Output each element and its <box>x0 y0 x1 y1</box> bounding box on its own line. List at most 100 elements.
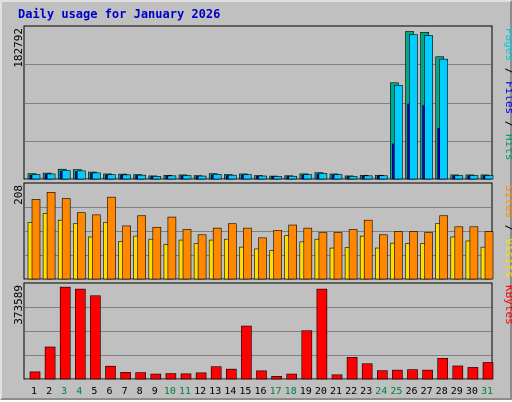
kbytes-bar <box>407 369 418 380</box>
day-label: 25 <box>390 386 402 397</box>
sites-bar <box>363 219 373 280</box>
legend-entry: Pages <box>503 28 512 61</box>
day-label: 18 <box>285 386 297 397</box>
kbytes-bar <box>120 372 131 380</box>
pages-bar <box>77 170 86 180</box>
sites-bar <box>212 227 222 280</box>
pages-bar <box>303 174 313 180</box>
kbytes-bar <box>271 375 282 380</box>
kbytes-bar <box>241 325 252 380</box>
sites-bar <box>318 232 328 280</box>
kbytes-bar <box>286 373 298 380</box>
kbytes-bar <box>90 295 101 380</box>
day-label: 4 <box>76 386 82 397</box>
sites-bar <box>167 216 177 280</box>
kbytes-bar <box>59 286 71 380</box>
day-label: 28 <box>436 386 448 397</box>
kbytes-bar <box>256 370 267 380</box>
kbytes-bar <box>482 362 494 380</box>
day-label: 31 <box>481 386 493 397</box>
kbytes-bar <box>180 373 192 380</box>
day-label: 9 <box>152 386 158 397</box>
sites-bar <box>303 227 313 280</box>
legend-entry: KBytes <box>503 285 512 325</box>
sites-bar <box>122 225 131 280</box>
pages-bar <box>197 175 207 180</box>
pages-bar <box>439 58 449 180</box>
sites-bar <box>409 231 418 280</box>
kbytes-bar <box>301 330 313 380</box>
visits-legend: Sites / Visits <box>503 185 512 278</box>
panel-kbytes: 373589 KBytes <box>12 282 512 380</box>
sites-bar <box>46 192 56 280</box>
pages-bar <box>318 173 328 180</box>
legend-entry: / <box>503 61 512 81</box>
kbytes-bar <box>165 373 177 380</box>
pages-bar <box>484 175 494 180</box>
day-label: 19 <box>300 386 312 397</box>
day-label: 16 <box>254 386 266 397</box>
sites-bar <box>107 196 116 280</box>
kbytes-max-label: 373589 <box>12 285 25 325</box>
day-label: 12 <box>194 386 206 397</box>
pages-bar <box>122 174 131 180</box>
kbytes-bar <box>452 365 464 380</box>
pages-bar <box>152 176 162 180</box>
kbytes-bar <box>392 369 403 380</box>
sites-bar <box>77 212 86 280</box>
kbytes-bar <box>316 288 328 380</box>
day-label: 17 <box>270 386 282 397</box>
pages-bar <box>92 172 101 180</box>
kbytes-bar <box>376 370 388 380</box>
day-label: 10 <box>164 386 176 397</box>
sites-bar <box>31 199 41 280</box>
kbytes-bar <box>361 363 373 380</box>
kbytes-bar <box>210 366 222 380</box>
day-label: 23 <box>360 386 372 397</box>
pages-bar <box>469 175 479 180</box>
day-label: 26 <box>405 386 417 397</box>
legend-entry: Hits <box>503 134 512 161</box>
legend-entry: / <box>503 114 512 134</box>
day-label: 14 <box>224 386 236 397</box>
sites-bar <box>469 226 479 280</box>
kbytes-bar <box>226 368 237 380</box>
sites-bar <box>333 232 343 280</box>
sites-bar <box>424 232 433 280</box>
pages-bar <box>409 34 418 180</box>
pages-bar <box>333 174 343 180</box>
day-label: 1 <box>31 386 37 397</box>
day-label: 6 <box>106 386 112 397</box>
day-label: 13 <box>209 386 221 397</box>
legend-entry: / <box>503 218 512 238</box>
kbytes-legend: KBytes <box>503 285 512 325</box>
pages-bar <box>182 175 192 180</box>
panel-hits: 182792 Pages / Files / Hits <box>12 25 512 180</box>
kbytes-bar <box>75 288 86 380</box>
day-label: 2 <box>46 386 52 397</box>
day-label: 30 <box>466 386 478 397</box>
panel-visits: 208 Sites / Visits <box>12 182 512 280</box>
pages-bar <box>424 35 433 180</box>
day-label: 11 <box>179 386 191 397</box>
kbytes-bar <box>437 358 449 380</box>
sites-bar <box>92 214 101 280</box>
kbytes-bar <box>135 372 146 380</box>
visits-max-label: 208 <box>12 185 25 205</box>
sites-bar <box>273 230 282 280</box>
sites-bar <box>243 227 252 280</box>
sites-bar <box>152 226 162 280</box>
sites-bar <box>348 229 358 280</box>
pages-bar <box>228 174 237 180</box>
kbytes-bar <box>467 367 479 380</box>
pages-bar <box>288 175 298 180</box>
pages-bar <box>378 175 388 180</box>
sites-bar <box>228 223 237 280</box>
sites-bar <box>378 234 388 280</box>
day-label: 27 <box>421 386 433 397</box>
pages-bar <box>61 170 71 180</box>
sites-bar <box>182 229 192 280</box>
legend-entry: Visits <box>503 238 512 278</box>
